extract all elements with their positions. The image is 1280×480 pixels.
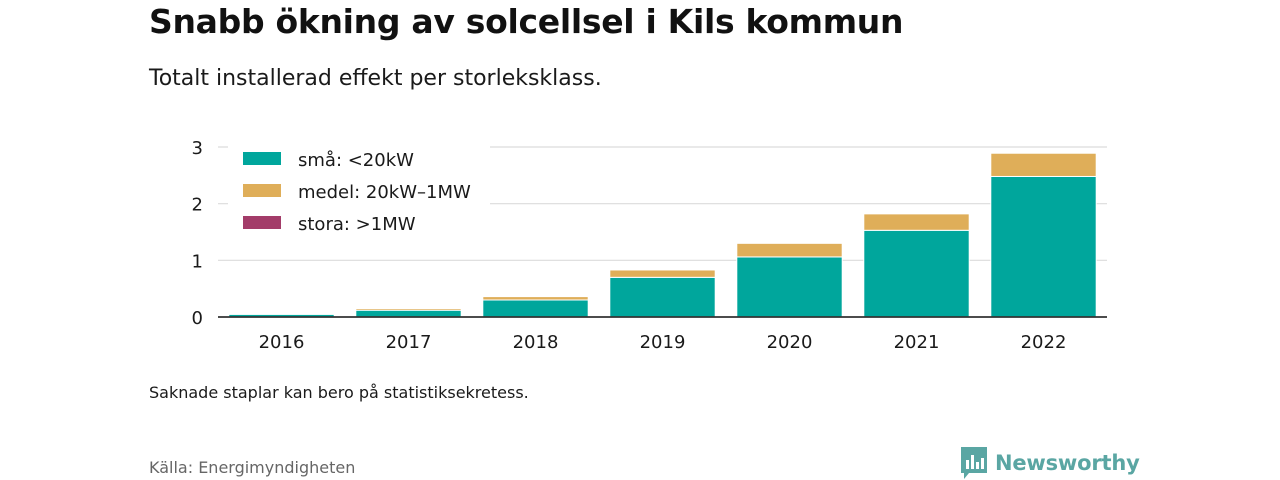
bar-segment bbox=[609, 276, 716, 318]
newsworthy-logo-icon bbox=[961, 447, 987, 479]
x-tick-label: 2018 bbox=[513, 332, 559, 353]
bar-chart: 0 1 2 3 2016 2017 2018 2019 2020 2021 2022 små: <20… bbox=[192, 138, 1107, 353]
source-text: Källa: Energimyndigheten bbox=[149, 458, 356, 477]
legend-label: stora: >1MW bbox=[298, 214, 416, 235]
footnote: Saknade staplar kan bero på statistiksek… bbox=[149, 383, 529, 402]
bar-segment bbox=[990, 175, 1097, 318]
x-tick-label: 2019 bbox=[640, 332, 686, 353]
bar-segment bbox=[863, 229, 970, 318]
chart-subtitle: Totalt installerad effekt per storlekskl… bbox=[149, 66, 602, 91]
legend-swatch bbox=[243, 184, 281, 197]
x-tick-label: 2016 bbox=[259, 332, 305, 353]
bar-segment bbox=[990, 152, 1097, 177]
bar-segment bbox=[863, 213, 970, 231]
bar-segment bbox=[228, 313, 335, 315]
bar-segment bbox=[482, 299, 589, 318]
legend-label: små: <20kW bbox=[298, 150, 414, 171]
legend-swatch bbox=[243, 216, 281, 229]
bar-segment bbox=[736, 256, 843, 318]
legend-swatch bbox=[243, 152, 281, 165]
y-tick-label: 3 bbox=[192, 138, 203, 159]
bar-segment bbox=[482, 296, 589, 301]
legend-label: medel: 20kW–1MW bbox=[298, 182, 471, 203]
y-tick-label: 1 bbox=[192, 251, 203, 272]
brand-name: Newsworthy bbox=[995, 451, 1140, 475]
x-tick-label: 2020 bbox=[767, 332, 813, 353]
bar-segment bbox=[355, 309, 462, 318]
bar-segment bbox=[609, 269, 716, 278]
newsworthy-logo: Newsworthy bbox=[961, 447, 1140, 479]
bar-segment bbox=[355, 308, 462, 311]
x-tick-label: 2017 bbox=[386, 332, 432, 353]
chart-title: Snabb ökning av solcellsel i Kils kommun bbox=[149, 2, 904, 41]
x-tick-label: 2021 bbox=[894, 332, 940, 353]
bar-segment bbox=[736, 242, 843, 258]
y-tick-label: 0 bbox=[192, 308, 203, 329]
y-tick-label: 2 bbox=[192, 195, 203, 216]
x-tick-label: 2022 bbox=[1021, 332, 1067, 353]
